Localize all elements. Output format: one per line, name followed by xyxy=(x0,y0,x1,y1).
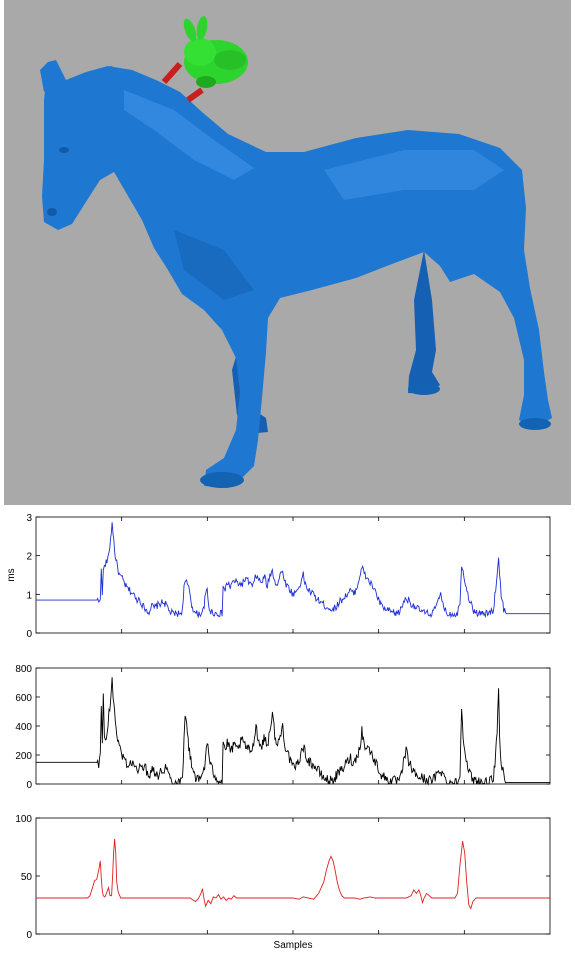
y-tick-label: 3 xyxy=(26,513,32,524)
scene-canvas xyxy=(4,0,571,505)
series-line xyxy=(36,677,550,786)
y-axis-label: ms xyxy=(6,568,17,581)
charts-panel: 0 1 2 3 ms 0 200 400 600 800 0 50 100 Samples xyxy=(0,505,575,955)
y-tick-label: 0 xyxy=(26,930,32,941)
y-tick-label: 800 xyxy=(15,664,32,675)
y-tick-label: 400 xyxy=(15,722,32,733)
plot-frame xyxy=(35,516,551,634)
y-tick-label: 1 xyxy=(26,590,32,601)
chart-latency: 0 1 2 3 ms xyxy=(6,513,551,640)
chart-middle: 0 200 400 600 800 xyxy=(15,664,551,791)
x-axis-label: Samples xyxy=(274,940,313,951)
series-line xyxy=(36,522,550,619)
contact-links xyxy=(161,62,204,103)
plot-frame xyxy=(35,667,551,785)
y-tick-label: 0 xyxy=(26,629,32,640)
y-tick-label: 100 xyxy=(15,814,32,825)
y-tick-label: 600 xyxy=(15,693,32,704)
horse-model xyxy=(40,60,552,488)
charts-svg: 0 1 2 3 ms 0 200 400 600 800 0 50 100 Samples xyxy=(6,513,551,951)
bunny-model xyxy=(183,16,248,88)
y-tick-label: 2 xyxy=(26,552,32,563)
render-viewport xyxy=(4,0,571,505)
chart-bottom: 0 50 100 Samples xyxy=(15,814,551,951)
series-line xyxy=(36,838,550,910)
y-tick-label: 50 xyxy=(21,872,33,883)
plot-frame xyxy=(35,817,551,935)
y-tick-label: 0 xyxy=(26,780,32,791)
y-tick-label: 200 xyxy=(15,751,32,762)
